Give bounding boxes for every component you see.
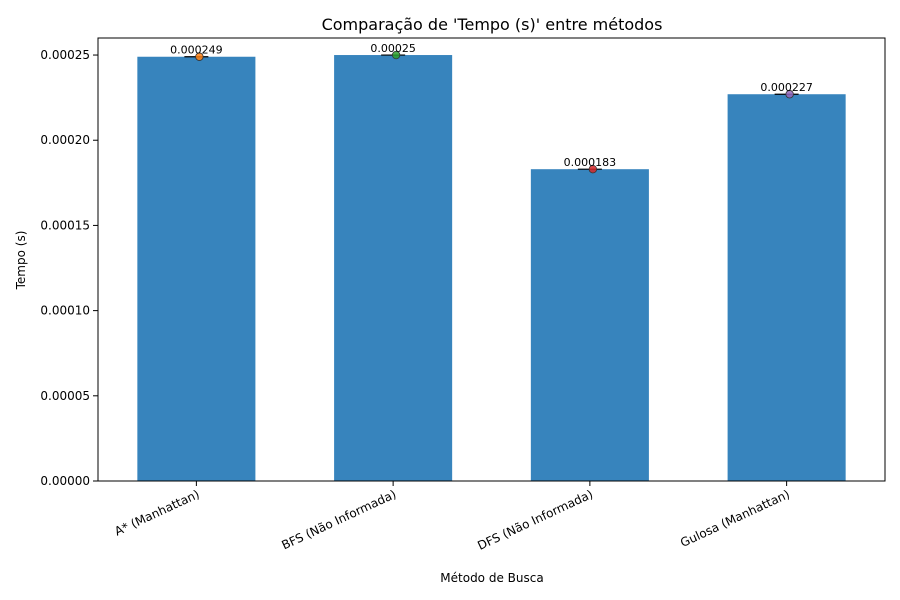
x-axis-title: Método de Busca <box>440 571 543 585</box>
bar <box>137 56 256 481</box>
data-labels-group: 0.000249 0.00025 0.000183 0.000227 <box>170 42 813 169</box>
y-tick-label: 0.00025 <box>40 48 90 62</box>
x-tick-label: DFS (Não Informada) <box>475 487 595 553</box>
data-label: 0.000183 <box>564 156 617 169</box>
chart-title: Comparação de 'Tempo (s)' entre métodos <box>322 15 663 34</box>
x-axis: A* (Manhattan) BFS (Não Informada) DFS (Nã… <box>112 481 792 553</box>
data-point <box>391 50 401 60</box>
data-point <box>785 90 794 99</box>
bar <box>530 169 649 481</box>
data-label: 0.00025 <box>370 42 416 55</box>
x-tick-label: BFS (Não Informada) <box>279 487 398 552</box>
data-point <box>195 52 204 61</box>
y-tick-label: 0.00020 <box>40 133 90 147</box>
data-point <box>588 164 598 174</box>
x-tick-label: A* (Manhattan) <box>112 487 201 539</box>
bar <box>727 94 846 481</box>
y-tick-label: 0.00015 <box>40 218 90 232</box>
y-tick-label: 0.00000 <box>40 474 90 488</box>
x-tick-label: Gulosa (Manhattan) <box>678 487 792 550</box>
data-label: 0.000249 <box>170 44 223 57</box>
y-tick-label: 0.00005 <box>40 389 90 403</box>
y-axis: 0.00000 0.00005 0.00010 0.00015 0.00020 0.000… <box>40 48 98 488</box>
y-tick-label: 0.00010 <box>40 304 90 318</box>
y-axis-title: Tempo (s) <box>14 231 28 291</box>
data-label: 0.000227 <box>760 81 813 94</box>
bars-group <box>137 55 846 482</box>
plot-frame <box>97 37 886 482</box>
bar <box>334 55 453 482</box>
markers-group <box>184 50 799 174</box>
